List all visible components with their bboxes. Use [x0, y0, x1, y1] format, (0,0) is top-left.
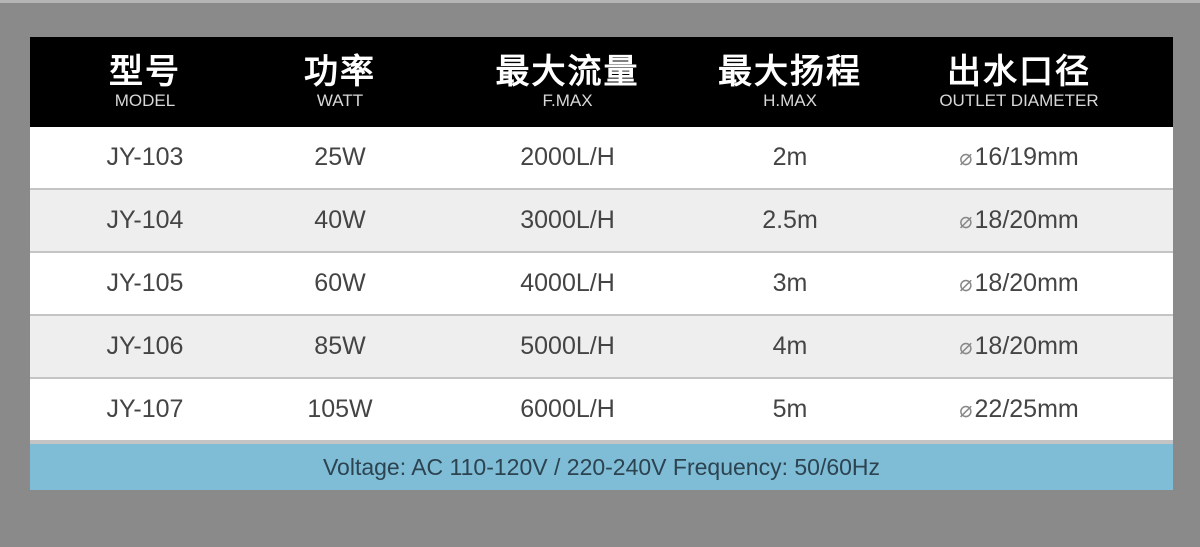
cell-watt: 25W — [314, 143, 366, 171]
header-en: WATT — [316, 91, 364, 110]
spec-table: 型号 MODEL 功率 WATT 最大流量 F.MAX 最大扬程 H.MAX 出水口径 O… — [30, 37, 1173, 490]
cell-flow: 6000L/H — [520, 395, 615, 423]
cell-flow: 3000L/H — [520, 206, 615, 234]
header-watt: 功率 WATT — [260, 53, 420, 111]
cell-watt: 40W — [314, 206, 366, 234]
cell-head: 5m — [772, 395, 808, 423]
header-en: H.MAX — [763, 91, 817, 110]
header-en: MODEL — [114, 91, 176, 110]
cell-watt: 60W — [314, 269, 366, 297]
diameter-icon: ⌀ — [959, 271, 973, 296]
cell-model: JY-107 — [106, 395, 184, 423]
cell-head: 2.5m — [762, 206, 818, 234]
cell-head: 4m — [772, 332, 808, 360]
outlet-value: 18/20mm — [974, 206, 1079, 234]
header-zh: 最大流量 — [495, 52, 640, 92]
table-row: JY-104 40W 3000L/H 2.5m ⌀18/20mm — [30, 190, 1173, 253]
table-row: JY-103 25W 2000L/H 2m ⌀16/19mm — [30, 127, 1173, 190]
cell-outlet: ⌀18/20mm — [865, 206, 1173, 235]
header-flow: 最大流量 F.MAX — [420, 53, 715, 111]
diameter-icon: ⌀ — [959, 208, 973, 233]
table-header: 型号 MODEL 功率 WATT 最大流量 F.MAX 最大扬程 H.MAX 出水口径 O… — [30, 37, 1173, 127]
cell-outlet: ⌀22/25mm — [865, 395, 1173, 424]
voltage-footer: Voltage: AC 110-120V / 220-240V Frequenc… — [30, 442, 1173, 490]
header-zh: 最大扬程 — [718, 52, 862, 92]
cell-watt: 85W — [314, 332, 366, 360]
table-row: JY-106 85W 5000L/H 4m ⌀18/20mm — [30, 316, 1173, 379]
cell-outlet: ⌀18/20mm — [865, 332, 1173, 361]
cell-model: JY-106 — [106, 332, 184, 360]
cell-head: 2m — [772, 143, 808, 171]
cell-model: JY-103 — [106, 143, 184, 171]
cell-model: JY-105 — [106, 269, 184, 297]
outlet-value: 22/25mm — [974, 395, 1079, 423]
header-head: 最大扬程 H.MAX — [715, 53, 865, 111]
header-en: OUTLET DIAMETER — [939, 91, 1099, 110]
header-zh: 型号 — [109, 52, 181, 92]
cell-outlet: ⌀18/20mm — [865, 269, 1173, 298]
header-zh: 出水口径 — [947, 52, 1091, 92]
outlet-value: 16/19mm — [974, 143, 1079, 171]
cell-flow: 5000L/H — [520, 332, 615, 360]
header-zh: 功率 — [304, 52, 376, 92]
diameter-icon: ⌀ — [959, 334, 973, 359]
cell-flow: 4000L/H — [520, 269, 615, 297]
diameter-icon: ⌀ — [959, 397, 973, 422]
table-row: JY-105 60W 4000L/H 3m ⌀18/20mm — [30, 253, 1173, 316]
header-en: F.MAX — [542, 91, 593, 110]
table-row: JY-107 105W 6000L/H 5m ⌀22/25mm — [30, 379, 1173, 442]
cell-model: JY-104 — [106, 206, 184, 234]
outlet-value: 18/20mm — [974, 332, 1079, 360]
header-model: 型号 MODEL — [30, 53, 260, 111]
cell-outlet: ⌀16/19mm — [865, 143, 1173, 172]
cell-watt: 105W — [307, 395, 373, 423]
outlet-value: 18/20mm — [974, 269, 1079, 297]
header-outlet: 出水口径 OUTLET DIAMETER — [865, 53, 1173, 111]
cell-head: 3m — [772, 269, 808, 297]
cell-flow: 2000L/H — [520, 143, 615, 171]
diameter-icon: ⌀ — [959, 145, 973, 170]
